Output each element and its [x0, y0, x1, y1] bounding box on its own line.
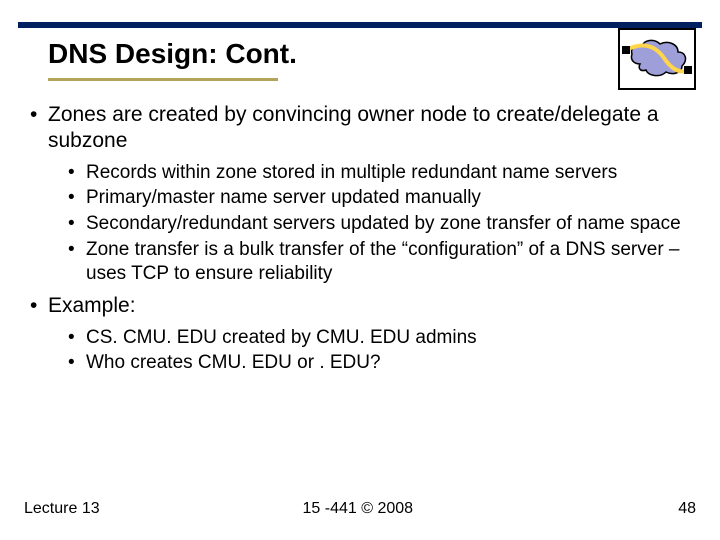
title-underline — [48, 78, 278, 81]
header-stripe — [18, 22, 702, 28]
bullet-level2: • Who creates CMU. EDU or . EDU? — [68, 351, 692, 375]
bullet-dot-icon: • — [68, 326, 86, 350]
bullet-text: Zones are created by convincing owner no… — [48, 102, 692, 155]
bullet-dot-icon: • — [28, 102, 48, 128]
bullet-dot-icon: • — [68, 186, 86, 210]
bullet-dot-icon: • — [68, 351, 86, 375]
footer-lecture: Lecture 13 — [24, 500, 100, 518]
bullet-level1: • Example: — [28, 293, 692, 319]
footer-page-number: 48 — [616, 500, 696, 518]
slide-title: DNS Design: Cont. — [48, 38, 297, 70]
bullet-dot-icon: • — [68, 212, 86, 236]
bullet-dot-icon: • — [28, 293, 48, 319]
bullet-text: Records within zone stored in multiple r… — [86, 161, 617, 185]
bullet-text: Example: — [48, 293, 136, 319]
footer-course: 15 -441 © 2008 — [100, 500, 616, 518]
bullet-dot-icon: • — [68, 238, 86, 262]
bullet-level2: • Primary/master name server updated man… — [68, 186, 692, 210]
bullet-level1: • Zones are created by convincing owner … — [28, 102, 692, 155]
bullet-level2: • Records within zone stored in multiple… — [68, 161, 692, 185]
bullet-text: Secondary/redundant servers updated by z… — [86, 212, 681, 236]
footer: Lecture 13 15 -441 © 2008 48 — [24, 500, 696, 518]
logo-icon — [618, 28, 696, 90]
bullet-text: Zone transfer is a bulk transfer of the … — [86, 238, 692, 286]
bullet-text: Who creates CMU. EDU or . EDU? — [86, 351, 381, 375]
content-area: • Zones are created by convincing owner … — [28, 102, 692, 383]
bullet-level2: • Zone transfer is a bulk transfer of th… — [68, 238, 692, 286]
bullet-level2: • Secondary/redundant servers updated by… — [68, 212, 692, 236]
bullet-level2: • CS. CMU. EDU created by CMU. EDU admin… — [68, 326, 692, 350]
bullet-text: CS. CMU. EDU created by CMU. EDU admins — [86, 326, 477, 350]
bullet-text: Primary/master name server updated manua… — [86, 186, 481, 210]
bullet-dot-icon: • — [68, 161, 86, 185]
